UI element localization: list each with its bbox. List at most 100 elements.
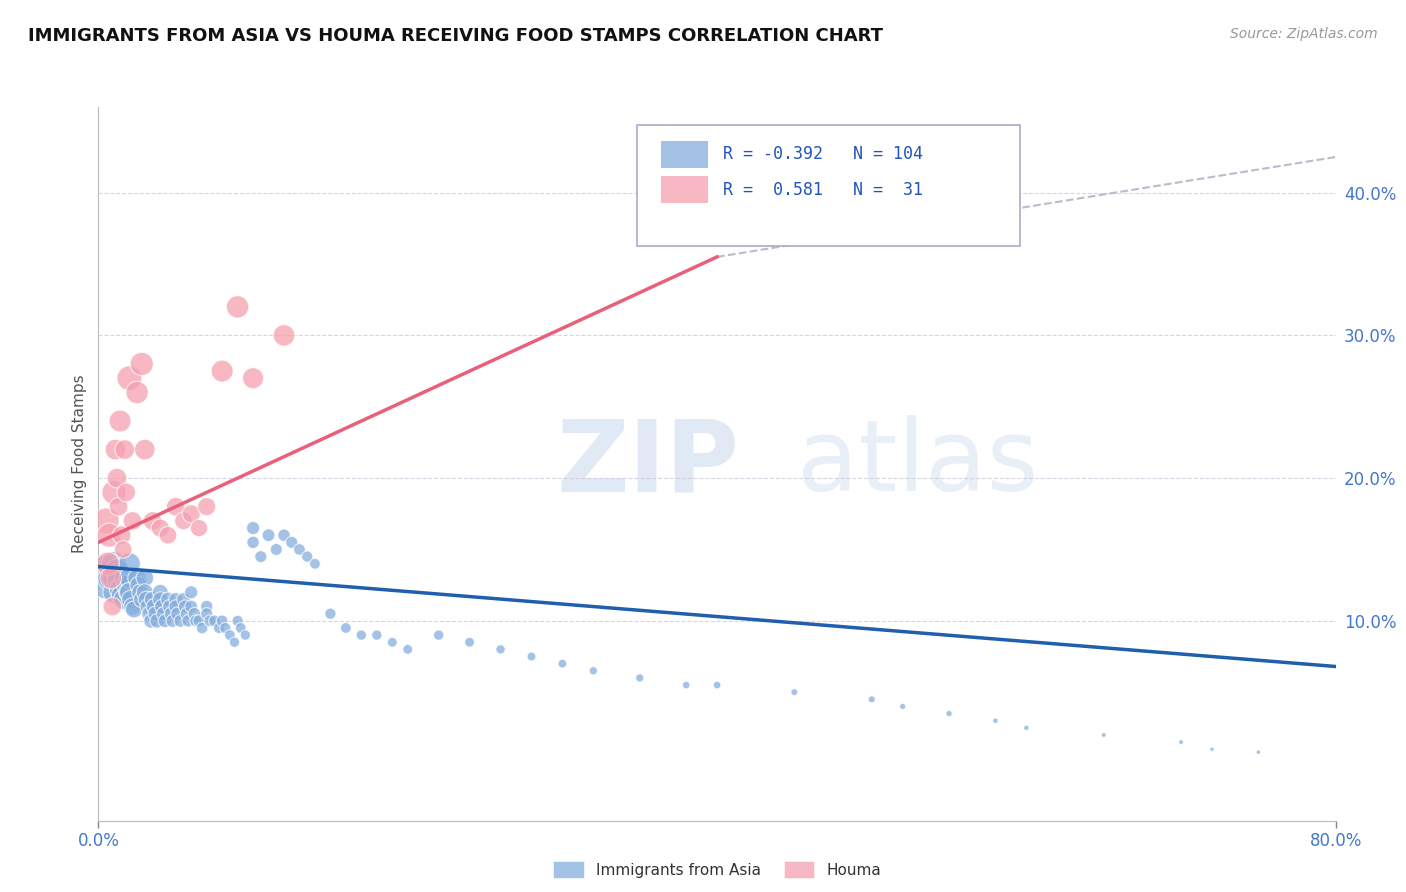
Legend: Immigrants from Asia, Houma: Immigrants from Asia, Houma [547,855,887,884]
Point [1170,735,1192,749]
Point [229,621,252,635]
Point [427,628,450,642]
Point [211,364,233,378]
Point [250,549,273,564]
Point [195,599,218,614]
Point [257,528,280,542]
Point [180,507,202,521]
Point [891,699,914,714]
Point [188,614,211,628]
Point [1247,745,1270,759]
Point [157,528,180,542]
Point [101,599,124,614]
Point [176,607,198,621]
Point [304,557,326,571]
Point [103,557,125,571]
Point [96,564,118,578]
Point [112,542,135,557]
Point [160,607,183,621]
Y-axis label: Receiving Food Stamps: Receiving Food Stamps [72,375,87,553]
Text: R =  0.581   N =  31: R = 0.581 N = 31 [723,181,924,199]
Point [121,514,143,528]
Point [273,328,295,343]
Point [183,607,205,621]
Point [191,621,214,635]
FancyBboxPatch shape [661,177,709,203]
Point [273,528,295,542]
Text: ZIP: ZIP [557,416,740,512]
Point [165,592,187,607]
Point [103,571,125,585]
Point [98,528,121,542]
Point [195,500,218,514]
Point [104,442,127,457]
Point [103,485,125,500]
Point [1092,728,1115,742]
Point [188,521,211,535]
Point [242,521,264,535]
Point [235,628,257,642]
Point [180,585,202,599]
Point [100,571,122,585]
Point [319,607,342,621]
Point [108,582,131,597]
Point [184,614,207,628]
Point [551,657,574,671]
Point [111,528,134,542]
Point [128,578,150,592]
Point [135,592,157,607]
Point [107,500,129,514]
Point [127,385,149,400]
Point [149,521,172,535]
Point [350,628,373,642]
Point [165,500,187,514]
Point [142,514,165,528]
Point [198,614,221,628]
Point [111,588,134,602]
Point [149,585,172,599]
Point [152,607,174,621]
Text: atlas: atlas [797,416,1039,512]
Point [121,599,143,614]
Point [266,542,288,557]
Point [115,485,138,500]
Point [458,635,481,649]
Point [242,535,264,549]
Point [131,592,153,607]
Point [226,614,249,628]
Point [165,599,187,614]
Point [169,614,191,628]
Point [226,300,249,314]
Point [146,614,169,628]
FancyBboxPatch shape [637,125,1021,246]
Point [100,571,122,585]
Point [120,592,142,607]
Point [335,621,357,635]
Point [159,599,181,614]
Point [103,585,125,599]
Point [281,535,304,549]
Point [105,471,128,485]
Point [675,678,697,692]
Point [157,592,180,607]
Point [105,564,128,578]
Point [489,642,512,657]
Point [142,592,165,607]
Point [288,542,311,557]
FancyBboxPatch shape [661,141,709,168]
Point [366,628,388,642]
Point [706,678,728,692]
Point [150,599,173,614]
Point [153,614,176,628]
Point [214,621,236,635]
Point [166,607,188,621]
Point [114,442,136,457]
Point [138,607,160,621]
Point [938,706,960,721]
Point [131,357,153,371]
Point [112,592,135,607]
Point [136,599,159,614]
Point [107,574,129,588]
Point [582,664,605,678]
Point [122,602,145,616]
